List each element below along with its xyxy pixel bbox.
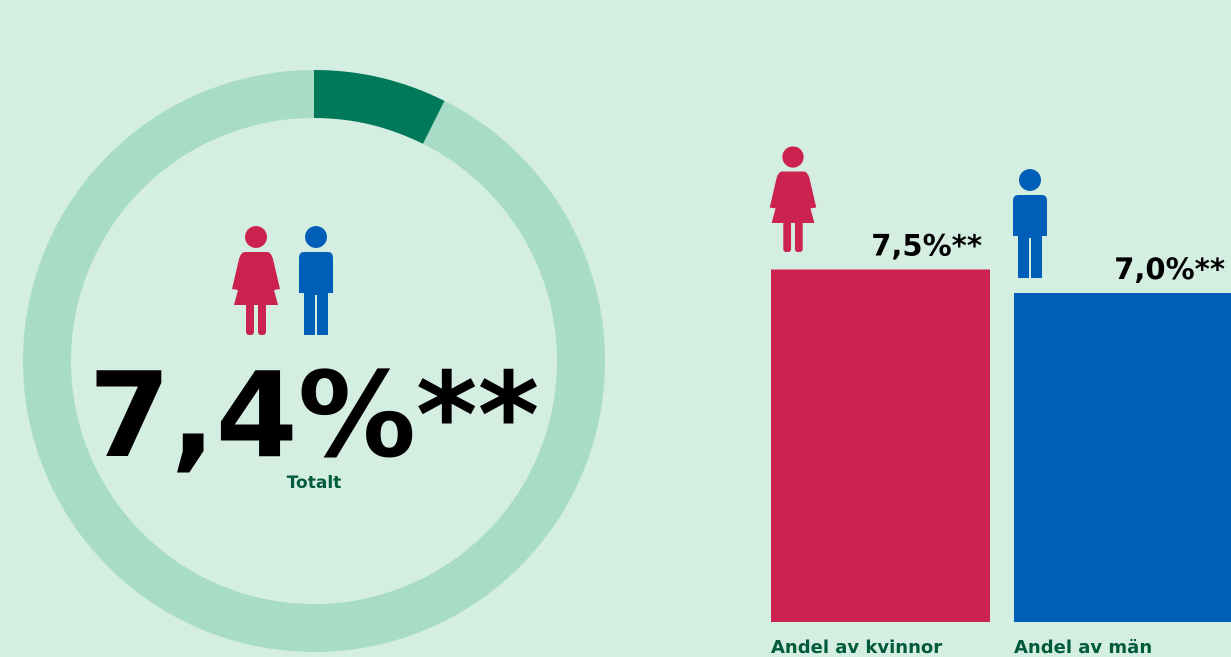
- bar-value-label: 7,5%**: [871, 229, 982, 263]
- total-value: 7,4%**: [89, 346, 540, 484]
- woman-icon: [769, 146, 817, 253]
- bar: [771, 269, 990, 622]
- donut-segment: [314, 70, 445, 144]
- man-icon: [1013, 169, 1047, 278]
- total-label: Totalt: [287, 473, 342, 493]
- bar: [1014, 293, 1231, 622]
- woman-icon: [232, 226, 280, 335]
- bar-category-label: Andel av kvinnor: [771, 637, 942, 657]
- bar-value-label: 7,0%**: [1114, 252, 1225, 286]
- man-icon: [299, 226, 333, 335]
- bar-category-label: Andel av män: [1014, 637, 1152, 657]
